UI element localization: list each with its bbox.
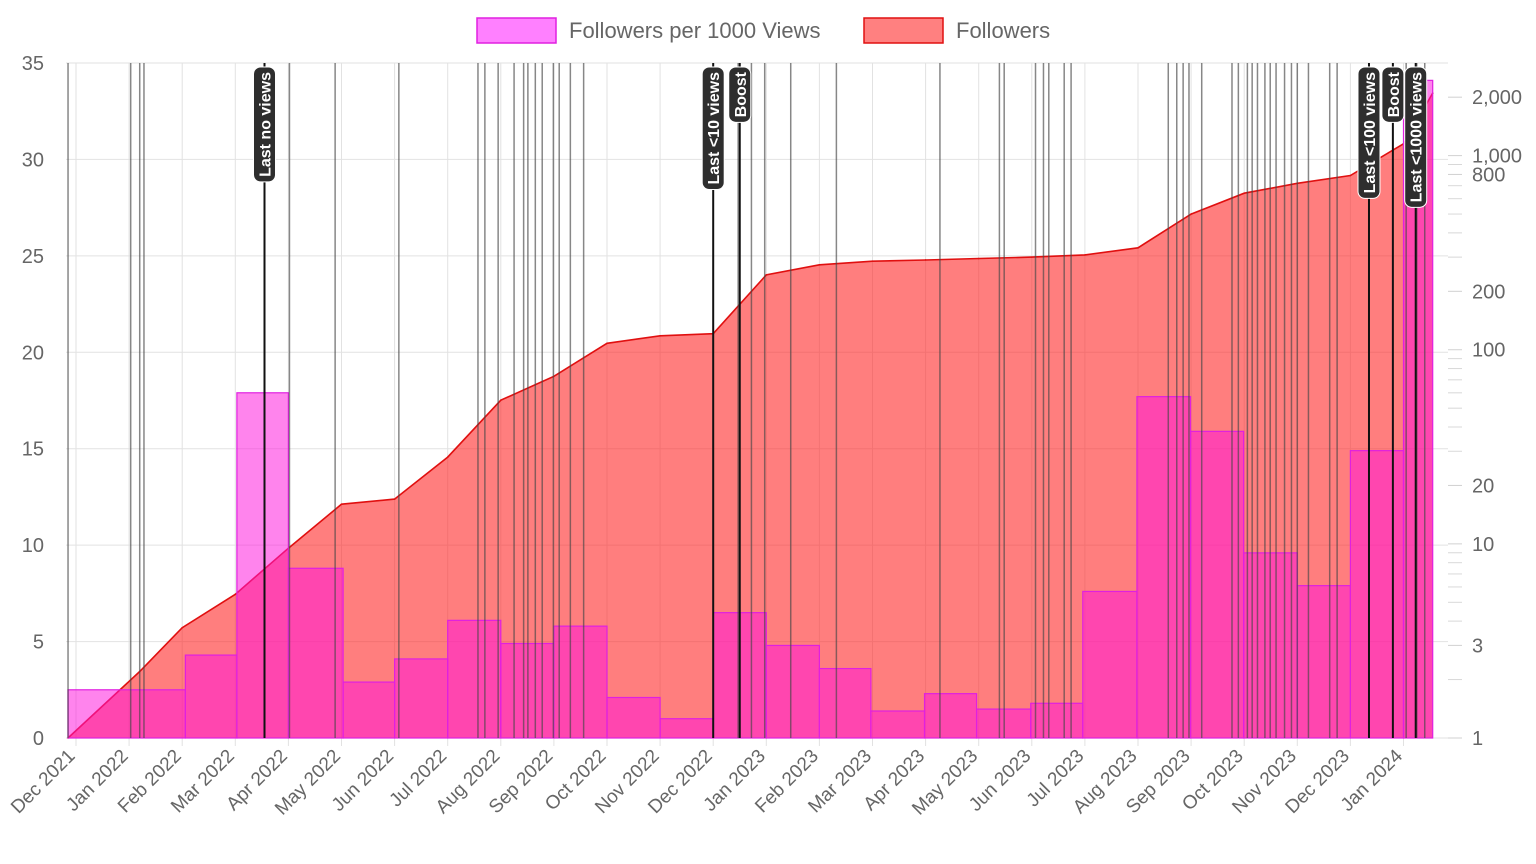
followers-point <box>1137 247 1139 249</box>
rate-bar <box>236 392 290 739</box>
followers-point <box>977 257 980 260</box>
annotation-label: Boost <box>1381 66 1405 123</box>
annotation-label: Boost <box>728 66 752 123</box>
followers-per-1000-views-series <box>67 79 1434 739</box>
followers-point <box>446 456 449 458</box>
y-left-tick-label: 5 <box>33 632 44 654</box>
rate-bar <box>184 654 238 739</box>
rate-bar <box>659 718 714 739</box>
annotation-box <box>1381 66 1405 123</box>
y-right-tick-label: 800 <box>1472 164 1505 186</box>
y-left-tick-label: 15 <box>22 439 44 461</box>
legend-item-followers[interactable]: Followers <box>863 17 1050 44</box>
rate-bar <box>447 619 502 739</box>
rate-bar <box>553 625 608 739</box>
rate-bar <box>1136 396 1192 739</box>
y-left-tick-label: 0 <box>33 728 44 750</box>
followers-point <box>765 274 768 276</box>
y-right-tick-label: 1,000 <box>1472 146 1522 168</box>
annotation-box <box>253 66 277 183</box>
legend-label-followers: Followers <box>956 18 1050 43</box>
rate-bar <box>287 567 344 739</box>
y-right-tick-label: 20 <box>1472 475 1494 497</box>
rate-bar <box>870 710 926 739</box>
rate-bar <box>1082 590 1138 739</box>
y-right-tick-label: 10 <box>1472 534 1494 556</box>
legend-label-followers-per-1000-views: Followers per 1000 Views <box>569 18 821 43</box>
followers-point <box>1031 256 1033 258</box>
y-right-tick-label: 2,000 <box>1472 87 1522 109</box>
y-right-tick-label: 1 <box>1472 728 1483 750</box>
event-lines <box>67 63 1426 738</box>
annotation-text: Boost <box>733 71 750 117</box>
followers-point <box>1349 174 1352 177</box>
annotation-box <box>728 66 752 123</box>
followers-point <box>818 263 821 266</box>
rate-bar <box>923 693 978 739</box>
followers-point <box>871 260 874 262</box>
followers-point <box>1243 192 1245 195</box>
y-right-tick-label: 200 <box>1472 281 1505 303</box>
y-left-tick-label: 20 <box>22 342 44 364</box>
y-left-tick-label: 25 <box>22 246 44 268</box>
annotation-box <box>1357 66 1381 199</box>
rate-bar <box>342 681 396 739</box>
rate-bar <box>67 689 186 739</box>
rate-bar <box>1030 702 1084 739</box>
followers-point <box>181 626 183 629</box>
annotation-text: Last <1000 views <box>1409 72 1426 202</box>
legend-item-followers-per-1000-views[interactable]: Followers per 1000 Views <box>476 17 821 44</box>
legend: Followers per 1000 Views Followers <box>476 17 1050 44</box>
legend-swatch-followers <box>863 17 944 44</box>
annotation-text: Last no views <box>258 72 275 177</box>
rate-bar <box>606 696 661 739</box>
followers-point <box>234 593 237 596</box>
y-left-tick-label: 35 <box>22 53 44 75</box>
legend-swatch-followers-per-1000-views <box>476 17 557 44</box>
annotation-box <box>1404 66 1428 208</box>
rate-bar <box>818 667 872 739</box>
rate-bar <box>1189 430 1245 739</box>
followers-point <box>659 334 661 337</box>
y-left-tick-label: 10 <box>22 535 44 557</box>
followers-point <box>340 503 343 506</box>
y-right-tick-label: 100 <box>1472 340 1505 362</box>
annotation-label: Last <10 views <box>701 66 725 191</box>
rate-bar <box>765 644 820 739</box>
annotation-text: Boost <box>1386 71 1403 117</box>
y-right-tick-label: 3 <box>1472 635 1483 657</box>
annotation-box <box>701 66 725 191</box>
annotation-label: Last no views <box>253 66 277 183</box>
y-left-tick-label: 30 <box>22 149 44 171</box>
annotation-label: Last <100 views <box>1357 66 1381 199</box>
followers-point <box>1190 213 1192 215</box>
annotation-text: Last <10 views <box>706 72 723 185</box>
rate-bar <box>1349 450 1405 739</box>
rate-bar <box>394 658 449 739</box>
annotation-label: Last <1000 views <box>1404 66 1428 208</box>
followers-point <box>924 259 927 261</box>
followers-point <box>393 498 396 500</box>
annotation-text: Last <100 views <box>1362 72 1379 194</box>
followers-point <box>606 342 608 345</box>
annotations: Last no views Last <10 views Boost Last <10… <box>253 63 1428 738</box>
followers-point <box>1084 254 1086 256</box>
followers-point <box>500 399 502 401</box>
rate-bar <box>1296 585 1352 739</box>
